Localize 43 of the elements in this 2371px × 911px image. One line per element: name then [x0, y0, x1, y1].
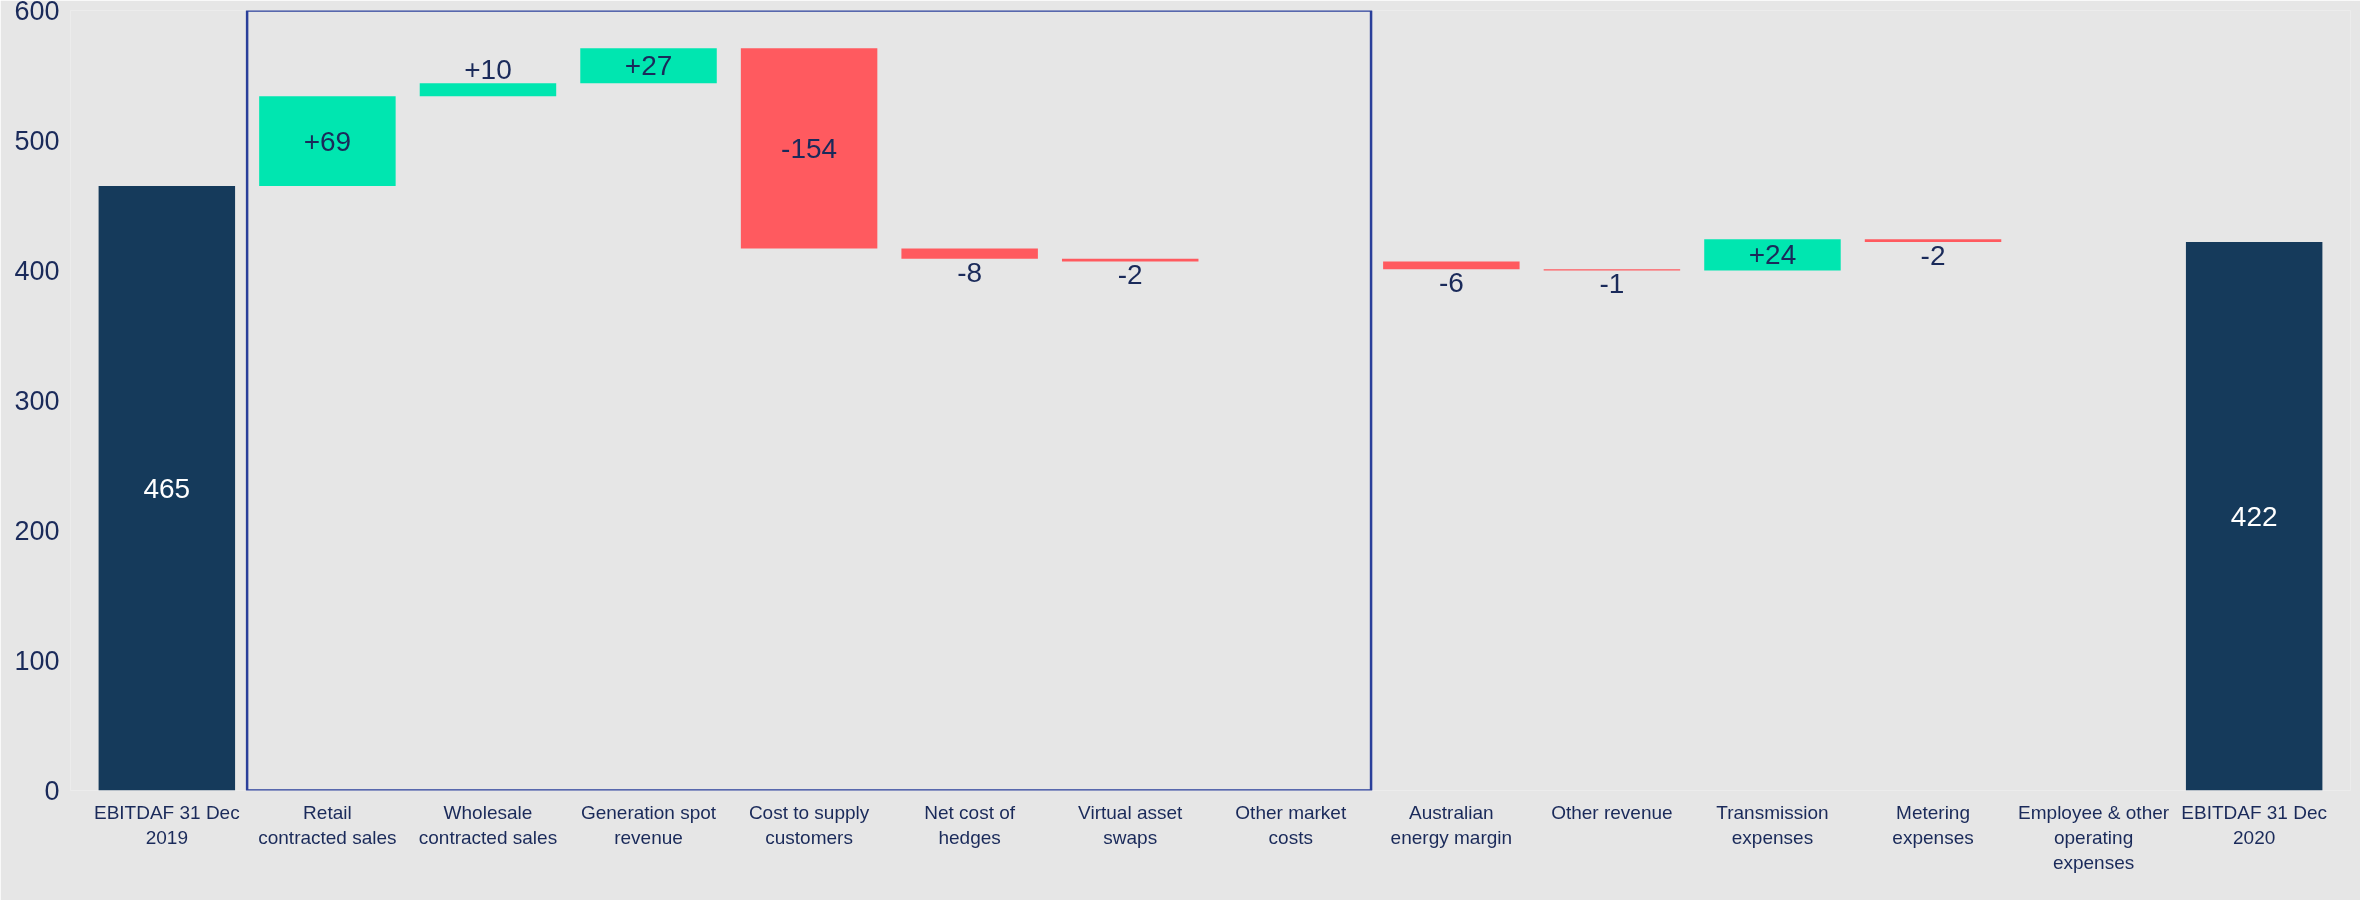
x-tick-label: Virtual asset swaps — [1078, 801, 1184, 848]
x-tick-label: Cost to supply customers — [748, 801, 870, 848]
x-tick-label: Retail contracted sales — [258, 801, 397, 848]
x-tick-label: EBITDAF 31 Dec 2019 — [93, 801, 240, 848]
bar — [259, 96, 396, 186]
data-label: -6 — [1438, 267, 1464, 299]
bar — [1383, 261, 1520, 270]
y-tick-label: 400 — [14, 256, 60, 286]
bar — [1864, 239, 2002, 242]
data-label: -1 — [1599, 268, 1625, 300]
bar — [2185, 241, 2323, 791]
x-tick-label: Net cost of hedges — [924, 801, 1016, 848]
bar — [1704, 239, 1841, 271]
data-label: +69 — [303, 125, 352, 157]
x-tick-label: Transmission expenses — [1716, 801, 1829, 848]
y-tick-label: 0 — [44, 776, 60, 806]
data-label: 465 — [143, 472, 191, 504]
bar — [98, 186, 236, 791]
bar — [580, 48, 717, 84]
data-label: -154 — [781, 132, 838, 164]
x-tick-label: Other market costs — [1235, 801, 1347, 848]
data-label: -8 — [957, 256, 983, 288]
data-label: -2 — [1117, 259, 1143, 291]
bar — [419, 83, 557, 97]
bar — [901, 248, 1038, 259]
y-tick-label: 100 — [14, 646, 60, 676]
data-label: +27 — [624, 50, 673, 82]
y-tick-label: 500 — [14, 126, 60, 156]
x-tick-label: Australian energy margin — [1390, 801, 1513, 848]
y-tick-label: 300 — [14, 386, 60, 416]
data-label: +10 — [464, 54, 512, 86]
x-tick-label: Employee & other operating expenses — [2018, 801, 2170, 873]
y-tick-label: 200 — [14, 516, 60, 546]
x-tick-label: EBITDAF 31 Dec 2020 — [2181, 801, 2328, 848]
x-tick-label: Generation spot revenue — [580, 801, 717, 848]
data-label: 422 — [2230, 500, 2278, 532]
data-label: -2 — [1920, 239, 1946, 271]
x-tick-label: Wholesale contracted sales — [418, 801, 558, 848]
data-label: +24 — [1748, 239, 1797, 271]
x-tick-label: Metering expenses — [1892, 801, 1974, 848]
x-tick-label: Other revenue — [1551, 801, 1673, 823]
bar — [740, 48, 878, 249]
y-tick-label: 600 — [14, 0, 60, 26]
